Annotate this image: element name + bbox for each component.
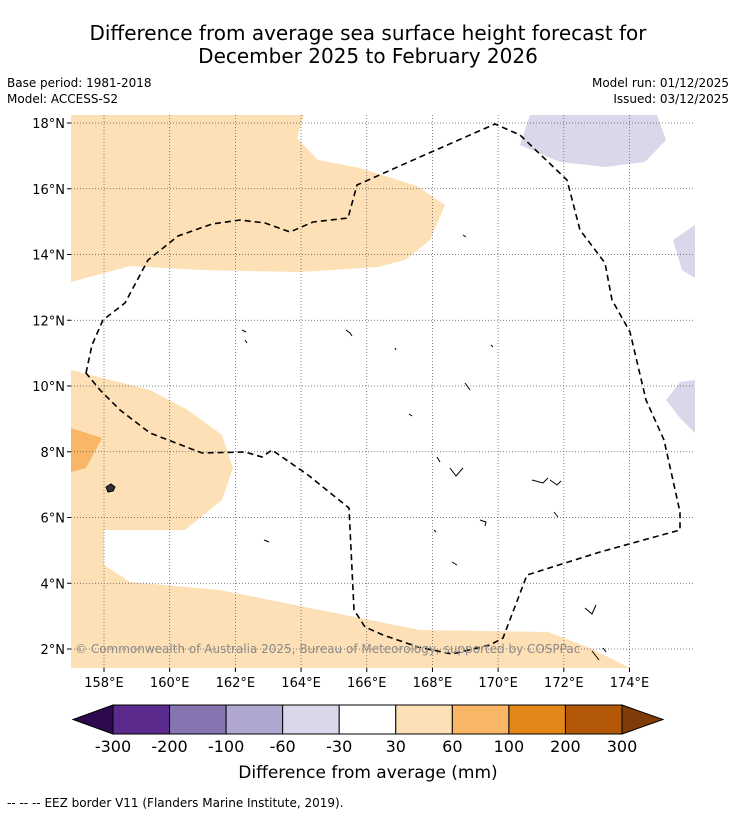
- lon-tick-label: 174°E: [610, 676, 650, 691]
- colorbar-tick-label: 30: [386, 737, 406, 756]
- lon-tick-label: 160°E: [150, 676, 190, 691]
- eez-legend-text: EEZ border V11 (Flanders Marine Institut…: [44, 796, 344, 810]
- meta-right: Model run: 01/12/2025 Issued: 03/12/2025: [592, 75, 729, 107]
- colorbar-segment: [169, 704, 227, 735]
- colorbar-segment: [112, 704, 171, 735]
- eez-legend-symbol: -- -- --: [7, 796, 41, 810]
- meta-left: Base period: 1981-2018 Model: ACCESS-S2: [7, 75, 152, 107]
- colorbar-label: Difference from average (mm): [238, 763, 497, 783]
- positive-anomaly-small: [238, 115, 254, 117]
- lat-tick-label: 18°N: [32, 117, 65, 132]
- lon-tick-label: 158°E: [84, 676, 124, 691]
- lat-tick-label: 12°N: [32, 314, 65, 329]
- colorbar-over-arrow: [621, 704, 665, 735]
- colorbar-segment: [451, 704, 510, 735]
- colorbar-tick-label: -300: [95, 737, 131, 756]
- colorbar-tick-label: 100: [494, 737, 525, 756]
- title-line-1: Difference from average sea surface heig…: [89, 21, 647, 45]
- positive-anomaly-north: [71, 115, 445, 282]
- latitude-axis: 18°N 16°N 14°N 12°N 10°N 8°N 6°N 4°N 2°N: [32, 117, 71, 658]
- contour-fragments: [241, 234, 607, 661]
- copyright-notice: © Commonwealth of Australia 2025, Bureau…: [75, 642, 580, 656]
- model-run: Model run: 01/12/2025: [591, 76, 729, 90]
- negative-anomaly-east-upper: [673, 225, 695, 278]
- positive-anomaly-west: [71, 370, 630, 668]
- colorbar-tick-label: 200: [550, 737, 581, 756]
- colorbar-tick-label: -100: [208, 737, 244, 756]
- colorbar: -300 -200 -100 -60 -30 30 60 100 200 300: [71, 704, 665, 756]
- longitude-axis: 158°E 160°E 162°E 164°E 166°E 168°E 170°E 172°E…: [84, 668, 649, 691]
- colorbar-tick-label: 60: [442, 737, 462, 756]
- island-outline: [105, 483, 116, 493]
- lat-tick-label: 16°N: [32, 183, 65, 198]
- lat-tick-label: 2°N: [41, 643, 66, 658]
- colorbar-tick-label: -60: [270, 737, 296, 756]
- colorbar-segment: [338, 704, 397, 735]
- issued-date: Issued: 03/12/2025: [613, 92, 729, 106]
- lat-tick-label: 6°N: [41, 512, 66, 527]
- colorbar-segment: [225, 704, 284, 735]
- lon-tick-label: 166°E: [347, 676, 387, 691]
- eez-border: [85, 123, 681, 655]
- map-figure: 18°N 16°N 14°N 12°N 10°N 8°N 6°N 4°N 2°N 158°E 16…: [32, 115, 695, 783]
- lat-tick-label: 4°N: [41, 577, 66, 592]
- lon-tick-label: 168°E: [413, 676, 453, 691]
- negative-anomaly-east-lower: [666, 380, 695, 433]
- eez-legend: -- -- -- EEZ border V11 (Flanders Marine…: [7, 796, 344, 810]
- colorbar-segment: [395, 704, 453, 735]
- colorbar-tick-label: -200: [151, 737, 187, 756]
- lat-tick-label: 14°N: [32, 249, 65, 264]
- colorbar-tick-label: 300: [607, 737, 638, 756]
- model-name: Model: ACCESS-S2: [7, 92, 119, 106]
- colorbar-under-arrow: [71, 704, 114, 735]
- graticule: [71, 115, 695, 668]
- lat-tick-label: 8°N: [41, 446, 66, 461]
- chart-title: Difference from average sea surface heig…: [0, 22, 736, 68]
- moderate-anomaly-west: [71, 428, 102, 472]
- lat-tick-label: 10°N: [32, 380, 65, 395]
- lon-tick-label: 164°E: [281, 676, 321, 691]
- lon-tick-label: 170°E: [478, 676, 518, 691]
- map-area: [71, 115, 695, 668]
- colorbar-segment: [282, 704, 340, 735]
- base-period: Base period: 1981-2018: [7, 76, 152, 90]
- colorbar-segment: [508, 704, 566, 735]
- title-line-2: December 2025 to February 2026: [198, 44, 538, 68]
- colorbar-tick-label: -30: [326, 737, 352, 756]
- colorbar-segment: [564, 704, 623, 735]
- lon-tick-label: 172°E: [544, 676, 584, 691]
- lon-tick-label: 162°E: [216, 676, 256, 691]
